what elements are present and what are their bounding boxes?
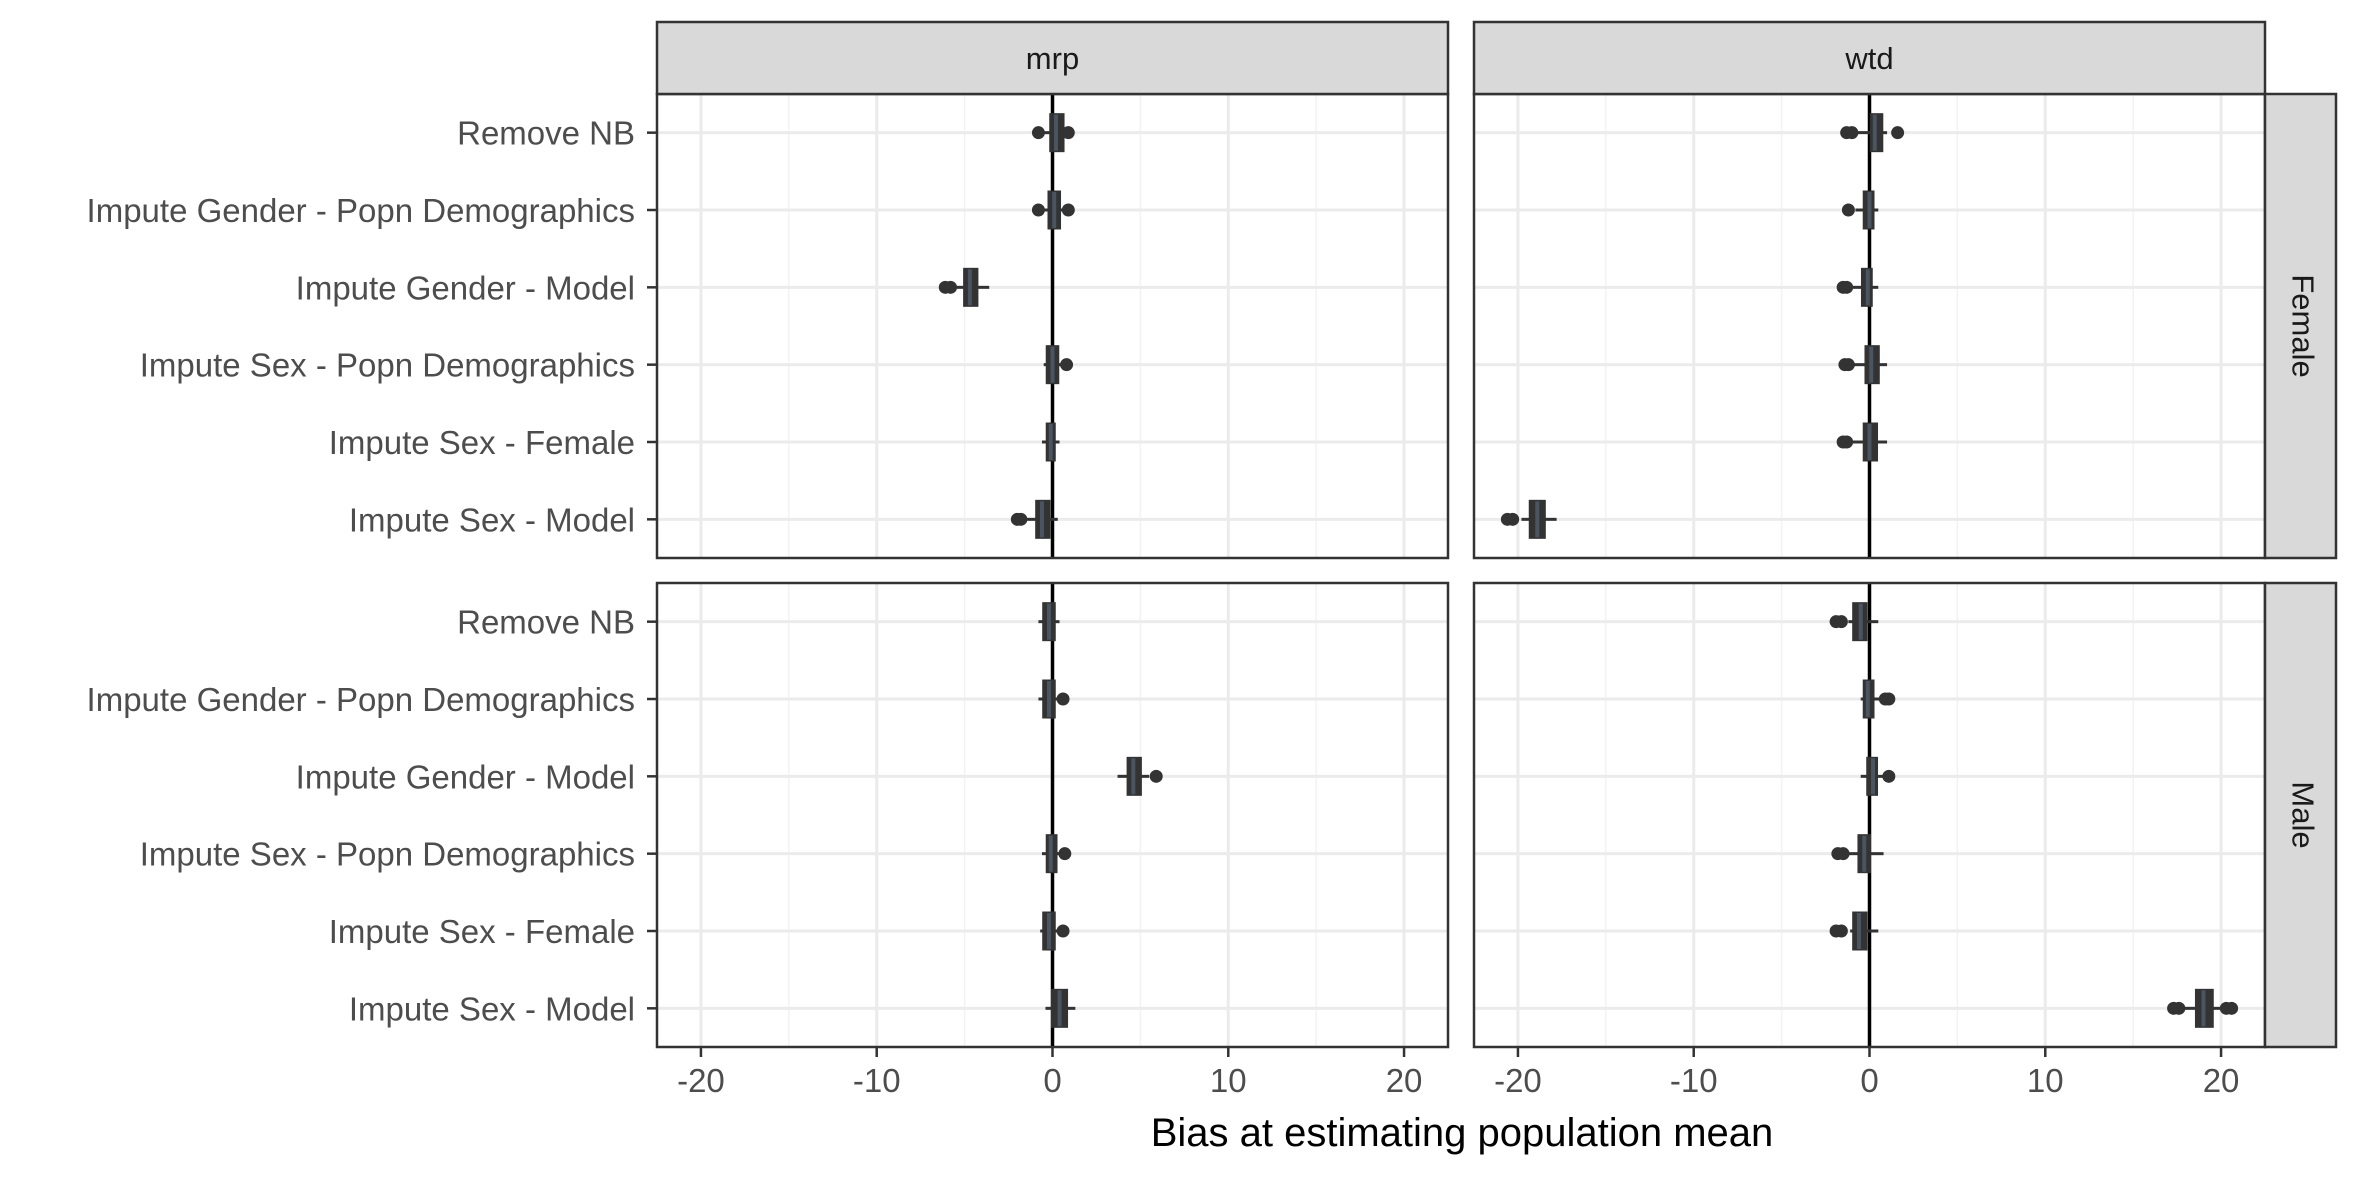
- boxplot-remove-nb: [1829, 602, 1879, 642]
- y-tick-label-impute-gender-popn-demographics: Impute Gender - Popn Demographics: [87, 192, 635, 229]
- strip-label: wtd: [1844, 41, 1893, 76]
- boxplot-impute-gender-popn-demographics: [1860, 679, 1896, 719]
- outlier-point: [1845, 126, 1859, 140]
- panels-layer: [655, 92, 2267, 1049]
- panel-wtd-male: [1472, 581, 2267, 1049]
- boxplot-impute-gender-popn-demographics: [1031, 190, 1075, 230]
- x-tick-label: -20: [1494, 1062, 1542, 1099]
- boxplot-impute-sex-model: [1045, 988, 1076, 1028]
- boxplot-impute-sex-female: [1040, 911, 1070, 951]
- boxplot-impute-gender-model: [1860, 756, 1896, 796]
- outlier-point: [1031, 126, 1045, 140]
- outlier-point: [1014, 512, 1028, 526]
- outlier-point: [944, 280, 958, 294]
- outlier-point: [1061, 203, 1075, 217]
- y-tick-label-impute-sex-female: Impute Sex - Female: [329, 424, 635, 461]
- x-tick-label: -10: [853, 1062, 901, 1099]
- outlier-point: [1056, 924, 1070, 938]
- outlier-point: [1031, 203, 1045, 217]
- boxplot-impute-sex-model: [2167, 988, 2239, 1028]
- y-tick-label-impute-gender-model: Impute Gender - Model: [296, 269, 635, 306]
- strip-background: [2263, 92, 2338, 560]
- strip-label: mrp: [1026, 41, 1079, 76]
- outlier-point: [2172, 1001, 2186, 1015]
- x-tick-label: 0: [1043, 1062, 1061, 1099]
- panel-mrp-female: [655, 92, 1450, 560]
- outlier-point: [1506, 512, 1520, 526]
- strip-background: [655, 20, 1450, 96]
- boxplot-remove-nb: [1031, 113, 1075, 153]
- outlier-point: [1840, 280, 1854, 294]
- facet-strips-layer: mrp wtd Female Male: [655, 20, 2338, 1049]
- strip-background: [1472, 20, 2267, 96]
- outlier-point: [1834, 615, 1848, 629]
- x-tick-label: -10: [1670, 1062, 1718, 1099]
- outlier-point: [1058, 847, 1072, 861]
- y-tick-label-impute-gender-popn-demographics: Impute Gender - Popn Demographics: [87, 681, 635, 718]
- facet-strip-female: Female: [2263, 92, 2338, 560]
- boxplot-impute-gender-popn-demographics: [1841, 190, 1879, 230]
- boxplot-impute-sex-female: [1829, 911, 1879, 951]
- y-tick-label-impute-sex-popn-demographics: Impute Sex - Popn Demographics: [140, 347, 635, 384]
- boxplot-impute-sex-popn-demographics: [1831, 834, 1884, 874]
- outlier-point: [1891, 126, 1905, 140]
- boxplot-impute-gender-model: [1117, 756, 1163, 796]
- outlier-point: [1149, 769, 1163, 783]
- outlier-point: [1840, 435, 1854, 449]
- x-tick-label: -20: [677, 1062, 725, 1099]
- boxplot-impute-gender-model: [938, 267, 990, 307]
- outlier-point: [1060, 358, 1074, 372]
- boxplot-impute-sex-popn-demographics: [1043, 345, 1074, 385]
- outlier-point: [1834, 924, 1848, 938]
- facet-strip-wtd: wtd: [1472, 20, 2267, 96]
- strip-label: Male: [2285, 781, 2320, 848]
- y-tick-label-impute-sex-popn-demographics: Impute Sex - Popn Demographics: [140, 836, 635, 873]
- y-tick-label-impute-gender-model: Impute Gender - Model: [296, 758, 635, 795]
- boxplot-impute-sex-model: [1500, 499, 1557, 539]
- boxplot-impute-sex-model: [1010, 499, 1058, 539]
- panel-wtd-female: [1472, 92, 2267, 560]
- axis-labels-layer: Remove NB Impute Gender - Popn Demographi…: [87, 115, 2240, 1099]
- facet-strip-male: Male: [2263, 581, 2338, 1049]
- x-tick-label: 0: [1860, 1062, 1878, 1099]
- boxplot-impute-gender-popn-demographics: [1038, 679, 1070, 719]
- boxplot-impute-sex-female: [1836, 422, 1888, 462]
- panel-mrp-male: [655, 581, 1450, 1049]
- x-tick-label: 20: [1386, 1062, 1423, 1099]
- x-tick-label: 20: [2203, 1062, 2240, 1099]
- y-tick-label-impute-sex-model: Impute Sex - Model: [349, 990, 635, 1027]
- y-tick-label-impute-sex-female: Impute Sex - Female: [329, 913, 635, 950]
- outlier-point: [1841, 358, 1855, 372]
- x-axis-title: Bias at estimating population mean: [1151, 1111, 1774, 1155]
- boxplot-impute-gender-model: [1836, 267, 1879, 307]
- facet-strip-mrp: mrp: [655, 20, 1450, 96]
- boxplot-impute-sex-popn-demographics: [1838, 345, 1888, 385]
- strip-label: Female: [2285, 274, 2320, 377]
- outlier-point: [1836, 847, 1850, 861]
- x-tick-label: 10: [1210, 1062, 1247, 1099]
- outlier-point: [1882, 692, 1896, 706]
- outlier-point: [1061, 126, 1075, 140]
- y-tick-label-impute-sex-model: Impute Sex - Model: [349, 501, 635, 538]
- boxplot-remove-nb: [1840, 113, 1905, 153]
- y-tick-label-remove-nb: Remove NB: [457, 115, 635, 152]
- boxplot-impute-sex-popn-demographics: [1041, 834, 1072, 874]
- outlier-point: [1841, 203, 1855, 217]
- x-tick-label: 10: [2027, 1062, 2064, 1099]
- outlier-point: [1882, 769, 1896, 783]
- boxplot-remove-nb: [1038, 602, 1060, 642]
- boxplot-impute-sex-female: [1041, 422, 1060, 462]
- strip-background: [2263, 581, 2338, 1049]
- y-tick-label-remove-nb: Remove NB: [457, 604, 635, 641]
- outlier-point: [1056, 692, 1070, 706]
- outlier-point: [2225, 1001, 2239, 1015]
